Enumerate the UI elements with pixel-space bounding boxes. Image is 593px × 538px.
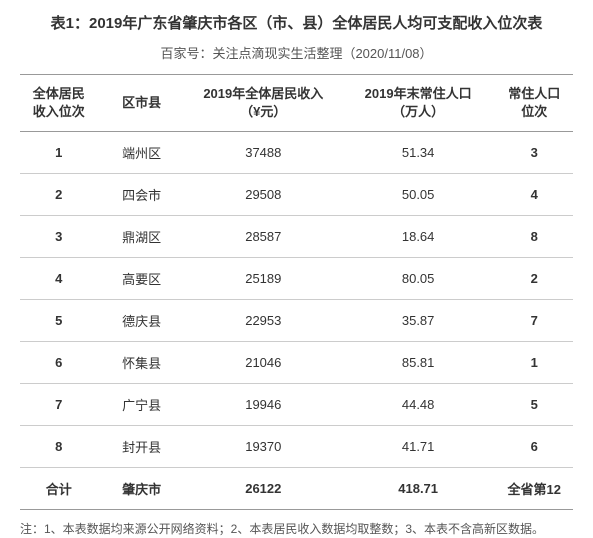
cell-poprank: 7 [496,300,573,342]
cell-population: 41.71 [341,426,496,468]
cell-poprank: 5 [496,384,573,426]
cell-rank: 6 [20,342,97,384]
cell-district: 德庆县 [97,300,185,342]
footnote: 注：1、本表数据均来源公开网络资料；2、本表居民收入数据均取整数；3、本表不含高… [20,520,573,538]
cell-population: 35.87 [341,300,496,342]
header-district: 区市县 [97,75,185,132]
table-row: 5德庆县2295335.877 [20,300,573,342]
cell-district: 怀集县 [97,342,185,384]
cell-population: 18.64 [341,216,496,258]
summary-income: 26122 [186,468,341,510]
cell-district: 高要区 [97,258,185,300]
summary-rank: 合计 [20,468,97,510]
cell-rank: 1 [20,132,97,174]
summary-poprank: 全省第12 [496,468,573,510]
table-row: 6怀集县2104685.811 [20,342,573,384]
cell-district: 广宁县 [97,384,185,426]
cell-rank: 3 [20,216,97,258]
cell-rank: 5 [20,300,97,342]
header-row: 全体居民收入位次 区市县 2019年全体居民收入（¥元） 2019年末常住人口（… [20,75,573,132]
cell-income: 37488 [186,132,341,174]
cell-rank: 4 [20,258,97,300]
table-row: 1端州区3748851.343 [20,132,573,174]
cell-district: 鼎湖区 [97,216,185,258]
summary-row: 合计肇庆市26122418.71全省第12 [20,468,573,510]
cell-income: 25189 [186,258,341,300]
cell-poprank: 6 [496,426,573,468]
cell-income: 28587 [186,216,341,258]
data-table: 全体居民收入位次 区市县 2019年全体居民收入（¥元） 2019年末常住人口（… [20,74,573,510]
cell-rank: 8 [20,426,97,468]
cell-population: 51.34 [341,132,496,174]
cell-population: 44.48 [341,384,496,426]
table-row: 7广宁县1994644.485 [20,384,573,426]
cell-income: 19946 [186,384,341,426]
cell-population: 80.05 [341,258,496,300]
header-poprank: 常住人口位次 [496,75,573,132]
cell-poprank: 8 [496,216,573,258]
summary-population: 418.71 [341,468,496,510]
cell-district: 端州区 [97,132,185,174]
cell-income: 21046 [186,342,341,384]
table-title: 表1：2019年广东省肇庆市各区（市、县）全体居民人均可支配收入位次表 [20,12,573,33]
cell-poprank: 4 [496,174,573,216]
cell-income: 19370 [186,426,341,468]
header-income: 2019年全体居民收入（¥元） [186,75,341,132]
header-rank: 全体居民收入位次 [20,75,97,132]
cell-income: 22953 [186,300,341,342]
table-subtitle: 百家号：关注点滴现实生活整理（2020/11/08） [20,43,573,62]
table-row: 2四会市2950850.054 [20,174,573,216]
table-row: 3鼎湖区2858718.648 [20,216,573,258]
cell-rank: 7 [20,384,97,426]
summary-district: 肇庆市 [97,468,185,510]
table-row: 4高要区2518980.052 [20,258,573,300]
cell-population: 85.81 [341,342,496,384]
table-row: 8封开县1937041.716 [20,426,573,468]
cell-poprank: 1 [496,342,573,384]
cell-population: 50.05 [341,174,496,216]
cell-income: 29508 [186,174,341,216]
cell-poprank: 2 [496,258,573,300]
cell-district: 四会市 [97,174,185,216]
header-population: 2019年末常住人口（万人） [341,75,496,132]
cell-district: 封开县 [97,426,185,468]
cell-poprank: 3 [496,132,573,174]
cell-rank: 2 [20,174,97,216]
